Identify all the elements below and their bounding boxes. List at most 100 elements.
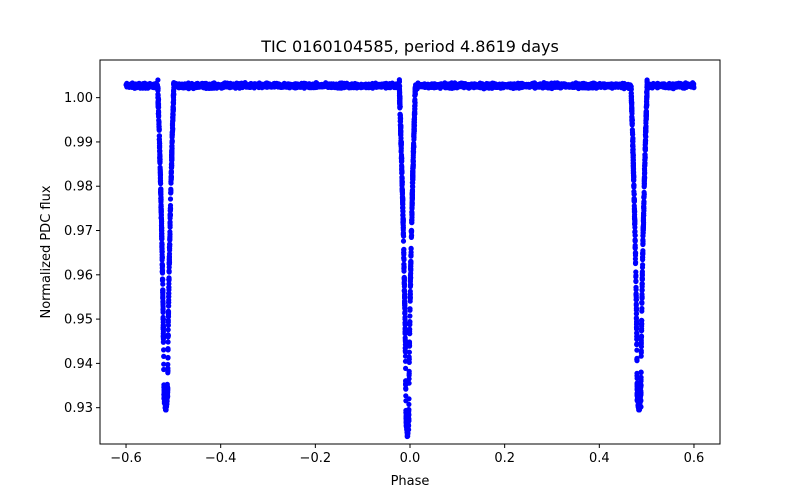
data-point <box>643 112 649 118</box>
data-point <box>406 401 412 407</box>
data-point <box>639 299 645 305</box>
x-tick-label: 0.6 <box>684 451 705 466</box>
data-point <box>157 157 163 163</box>
data-point <box>630 131 636 137</box>
data-point <box>166 260 172 266</box>
x-tick-label: 0.4 <box>589 451 610 466</box>
data-point <box>632 260 639 267</box>
data-point <box>397 112 403 118</box>
data-point <box>411 129 417 135</box>
data-point <box>639 272 646 278</box>
data-point <box>630 170 637 176</box>
data-point <box>400 218 406 224</box>
data-point <box>399 188 405 194</box>
data-point <box>691 81 697 87</box>
x-tick-label: −0.4 <box>205 451 237 466</box>
data-point <box>156 123 162 129</box>
data-point <box>630 143 636 149</box>
data-point <box>639 287 645 293</box>
data-point <box>410 148 416 154</box>
y-tick-label: 0.98 <box>64 180 93 195</box>
data-point <box>644 89 650 95</box>
data-point <box>638 374 644 380</box>
data-point <box>397 90 403 96</box>
data-point <box>405 430 411 436</box>
data-point <box>167 237 173 243</box>
data-point <box>407 294 413 300</box>
data-point <box>169 154 175 160</box>
data-point <box>632 237 638 244</box>
data-point <box>161 347 167 353</box>
y-tick-label: 0.95 <box>64 313 93 328</box>
data-point <box>638 404 644 410</box>
data-point <box>691 85 697 91</box>
data-point <box>165 365 171 371</box>
data-point <box>634 319 640 325</box>
data-point <box>639 281 645 287</box>
data-point <box>406 396 412 402</box>
data-point <box>634 358 640 364</box>
data-point <box>640 218 647 224</box>
data-point <box>398 147 404 153</box>
data-point <box>168 170 174 176</box>
data-point <box>169 138 175 144</box>
data-point <box>629 117 635 123</box>
data-point <box>402 325 408 331</box>
data-point <box>402 316 408 322</box>
data-point <box>641 180 647 186</box>
data-point <box>161 366 167 373</box>
data-point <box>633 301 639 307</box>
data-point <box>410 175 416 181</box>
data-point <box>165 347 171 353</box>
data-point <box>629 108 635 115</box>
data-point <box>165 361 171 368</box>
data-point <box>166 268 172 274</box>
data-point <box>166 299 172 306</box>
data-point <box>412 105 418 112</box>
chart-title: TIC 0160104585, period 4.8619 days <box>260 37 559 56</box>
data-point <box>156 145 163 151</box>
data-point <box>643 128 649 134</box>
data-point <box>165 319 171 325</box>
data-point <box>397 100 403 106</box>
y-tick-label: 0.94 <box>64 357 93 372</box>
data-point <box>402 330 408 337</box>
data-point <box>167 219 173 225</box>
data-point <box>160 299 166 305</box>
data-point <box>642 163 648 169</box>
data-point <box>638 339 644 345</box>
data-point <box>409 217 415 223</box>
data-point <box>407 328 413 334</box>
data-point <box>157 172 163 179</box>
data-point <box>165 311 172 317</box>
data-point <box>638 378 644 384</box>
data-point <box>402 337 408 343</box>
data-point <box>633 292 639 298</box>
data-point <box>163 399 169 405</box>
data-point <box>411 124 417 130</box>
data-point <box>166 294 172 300</box>
data-point <box>166 253 172 259</box>
data-point <box>160 304 166 310</box>
data-point <box>169 143 175 150</box>
data-point <box>170 95 177 101</box>
data-point <box>171 81 177 87</box>
data-point <box>630 152 636 158</box>
data-point <box>632 224 638 230</box>
data-point <box>160 319 166 325</box>
data-point <box>401 268 407 274</box>
data-point <box>159 245 165 252</box>
data-point <box>629 99 635 105</box>
data-point <box>634 347 640 353</box>
data-point <box>407 277 413 283</box>
y-tick-label: 0.99 <box>64 135 93 150</box>
data-point <box>156 133 162 139</box>
x-tick-label: 0.0 <box>400 451 421 466</box>
data-point <box>630 162 637 168</box>
data-point <box>409 211 415 217</box>
data-point <box>643 138 649 144</box>
data-point <box>640 233 646 239</box>
data-point <box>155 111 161 117</box>
data-point <box>406 368 412 374</box>
